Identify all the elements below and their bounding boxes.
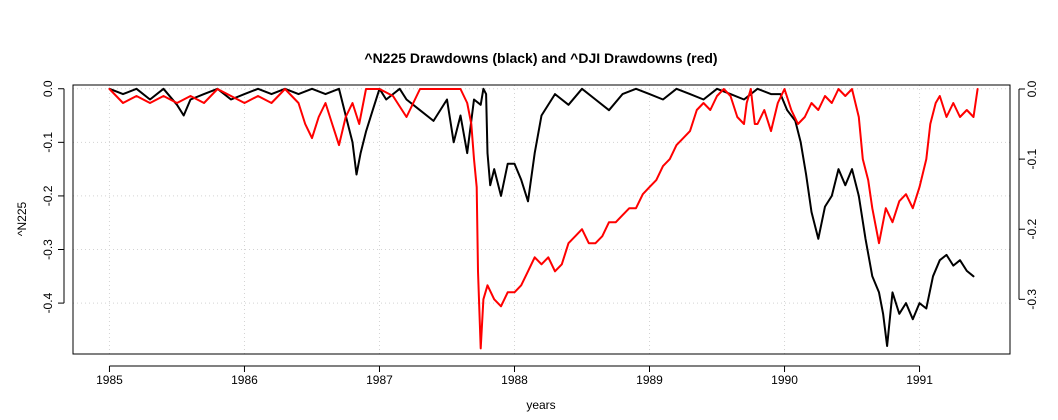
- dji-drawdown-line: [108, 88, 979, 350]
- y-left-tick-label: -0.3: [41, 239, 55, 260]
- plot-frame: [72, 84, 1011, 355]
- y-left-tick-label: -0.4: [41, 292, 55, 313]
- series-layer: [108, 87, 979, 350]
- x-tick-label: 1987: [366, 373, 393, 387]
- n225-drawdown-line: [108, 87, 975, 347]
- y-right-tick-label: -0.1: [1025, 148, 1039, 169]
- grid: [73, 85, 1010, 354]
- x-tick-label: 1990: [771, 373, 798, 387]
- chart-title: ^N225 Drawdowns (black) and ^DJI Drawdow…: [364, 50, 717, 66]
- x-tick-label: 1989: [636, 373, 663, 387]
- x-axis-label: years: [526, 398, 555, 412]
- x-tick-label: 1985: [96, 373, 123, 387]
- y-left-tick-label: -0.1: [41, 132, 55, 153]
- axes: 1985 1986 1987 1988 1989 1990 1991 0.0 -0.1 -0.2 -…: [41, 80, 1039, 387]
- y-right-tick-label: -0.3: [1025, 289, 1039, 310]
- x-tick-label: 1986: [231, 373, 258, 387]
- y-axis-label: ^N225: [15, 202, 29, 237]
- y-left-tick-label: 0.0: [41, 80, 55, 97]
- y-right-tick-label: 0.0: [1025, 80, 1039, 97]
- y-right-tick-label: -0.2: [1025, 219, 1039, 240]
- x-tick-label: 1988: [501, 373, 528, 387]
- y-left-tick-label: -0.2: [41, 185, 55, 206]
- x-tick-label: 1991: [906, 373, 933, 387]
